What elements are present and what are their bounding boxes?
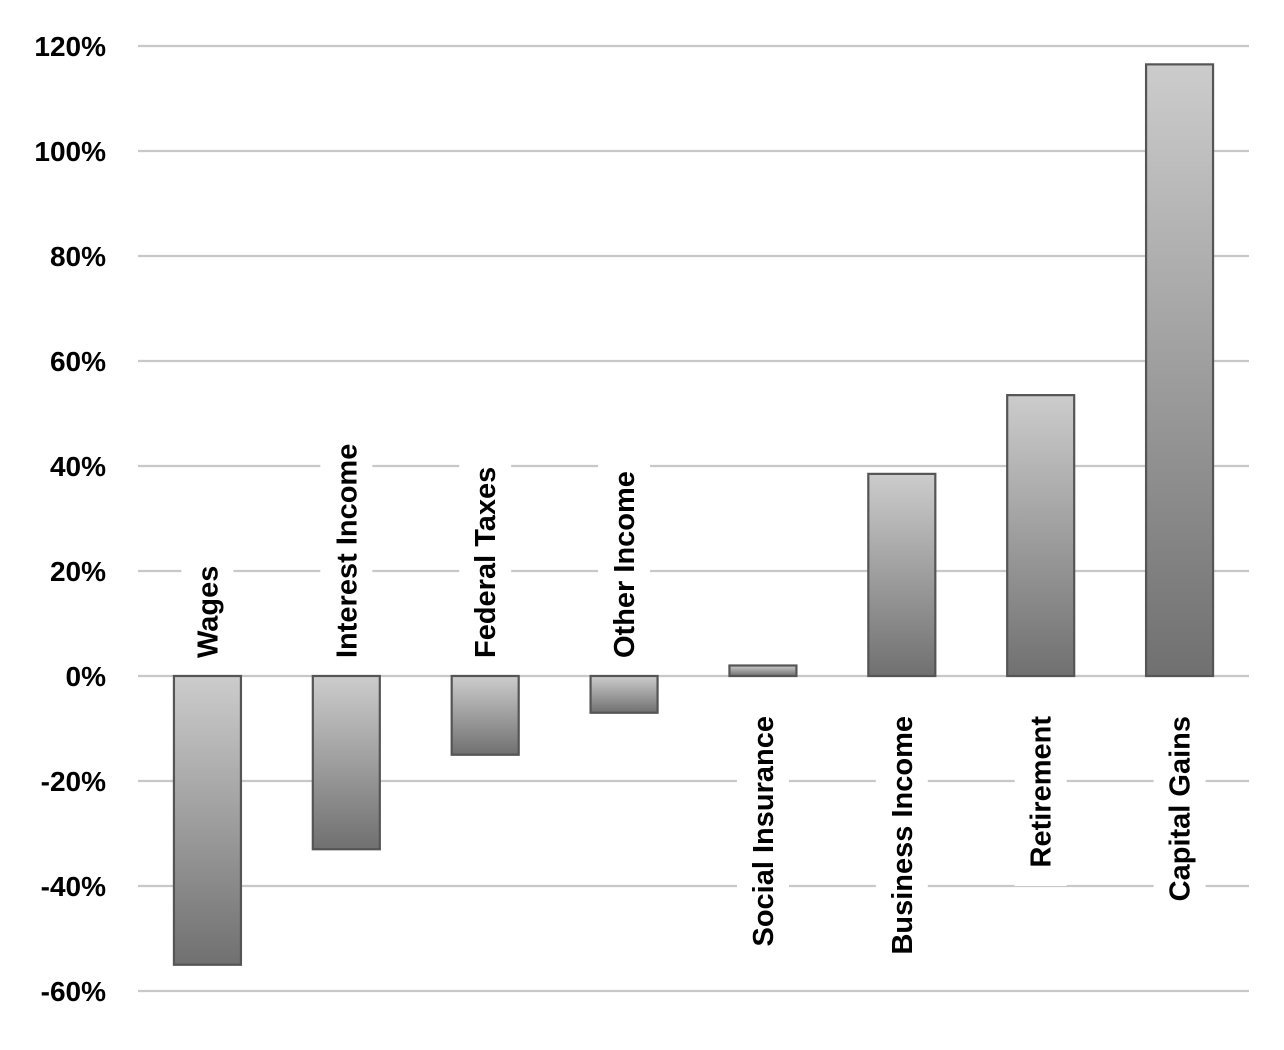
category-label: Other Income: [609, 471, 641, 658]
y-tick-label: -20%: [41, 766, 106, 797]
category-label-background: [736, 708, 789, 984]
category-label: Interest Income: [331, 444, 363, 658]
y-tick-label: 80%: [50, 241, 106, 272]
bar-capital-gains: [1144, 63, 1215, 678]
bar-interest-income: [311, 674, 381, 851]
category-label: Federal Taxes: [470, 467, 502, 658]
category-label-background: [875, 708, 928, 967]
bar-social-insurance: [728, 664, 798, 678]
gridlines: [138, 44, 1249, 993]
y-tick-label: 40%: [50, 451, 106, 482]
y-tick-label: 0%: [66, 661, 107, 692]
category-label: Wages: [192, 566, 224, 658]
y-tick-label: 20%: [50, 556, 106, 587]
category-label-background: [181, 569, 234, 666]
bars: [172, 63, 1215, 966]
category-label: Retirement: [1026, 716, 1058, 868]
category-label-background: [1014, 708, 1067, 886]
bar-wages: [172, 674, 243, 966]
y-tick-label: 60%: [50, 346, 106, 377]
category-label: Social Insurance: [748, 716, 780, 947]
category-labels: Wages Interest Income Federal Taxes Other I…: [181, 407, 1206, 984]
category-label: Business Income: [887, 716, 919, 955]
category-label-background: [598, 455, 651, 666]
y-axis-tick-labels: 120% 100% 80% 60% 40% 20% 0% -20% -40% -60%: [34, 31, 106, 1007]
category-label-background: [1153, 708, 1206, 935]
category-label-background: [320, 407, 373, 666]
category-label-background: [459, 439, 512, 666]
y-tick-label: 100%: [34, 136, 106, 167]
y-tick-label: -40%: [41, 871, 106, 902]
y-tick-label: -60%: [41, 976, 106, 1007]
y-tick-label: 120%: [34, 31, 106, 62]
bar-business-income: [867, 472, 937, 678]
category-label: Capital Gains: [1165, 716, 1197, 901]
bar-retirement: [1006, 394, 1076, 678]
bar-other-income: [589, 674, 659, 714]
bar-federal-taxes: [450, 674, 520, 756]
